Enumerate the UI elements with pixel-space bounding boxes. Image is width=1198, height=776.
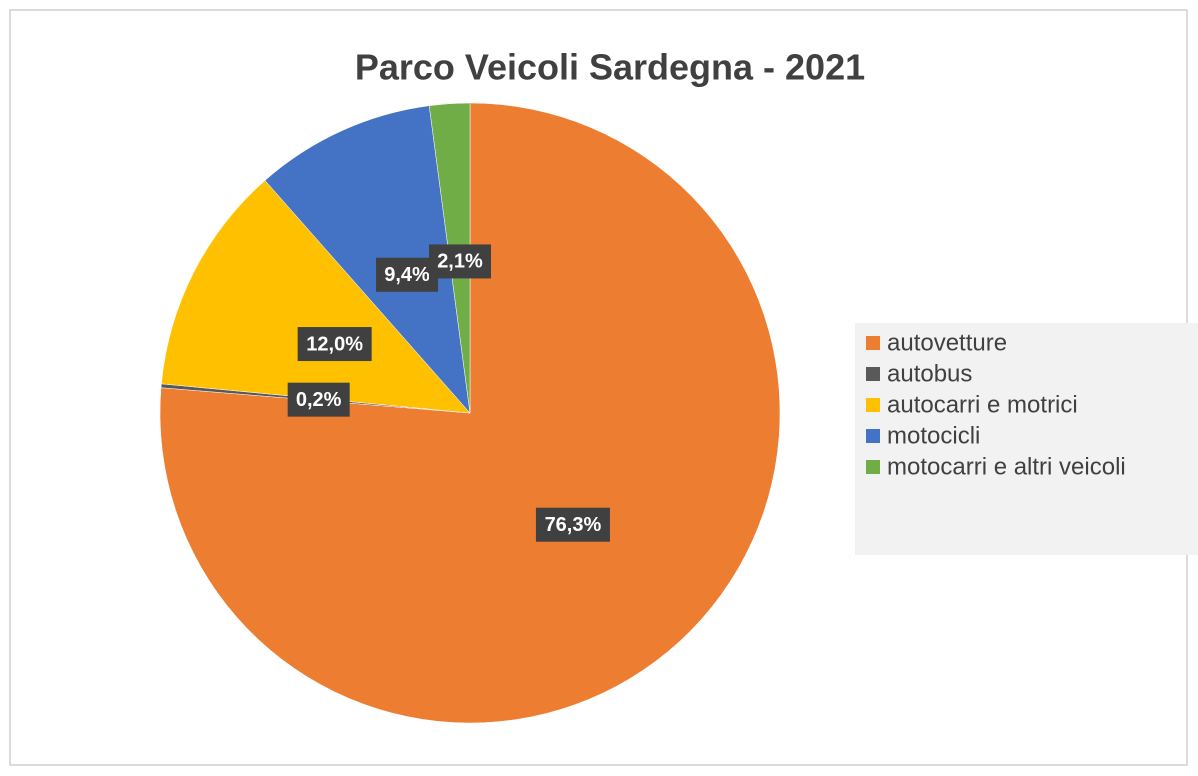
data-label-box: [376, 257, 439, 292]
legend-swatch: [866, 429, 880, 443]
data-label-box: [297, 327, 372, 362]
data-label: 76,3%: [545, 514, 602, 536]
pie-slice: [161, 180, 471, 414]
legend-label: autovetture: [887, 329, 1007, 356]
pie-slice: [264, 105, 471, 414]
legend-swatch: [866, 460, 880, 474]
legend-swatch: [866, 398, 880, 412]
legend-label: autocarri e motrici: [887, 391, 1078, 418]
legend-label: motocicli: [887, 422, 980, 449]
data-label-box: [428, 244, 491, 279]
legend-background: [855, 323, 1198, 555]
data-label: 2,1%: [437, 251, 483, 273]
legend-label: autobus: [887, 360, 972, 387]
data-label-box: [535, 507, 610, 542]
data-label-box: [287, 382, 350, 417]
legend-label: motocarri e altri veicoli: [887, 453, 1126, 480]
legend-swatch: [866, 367, 880, 381]
data-label: 12,0%: [306, 333, 363, 355]
chart-title: Parco Veicoli Sardegna - 2021: [355, 47, 865, 88]
pie-slice: [159, 102, 781, 724]
legend-swatch: [866, 336, 880, 350]
data-label: 9,4%: [384, 264, 430, 286]
data-label: 0,2%: [296, 389, 342, 411]
